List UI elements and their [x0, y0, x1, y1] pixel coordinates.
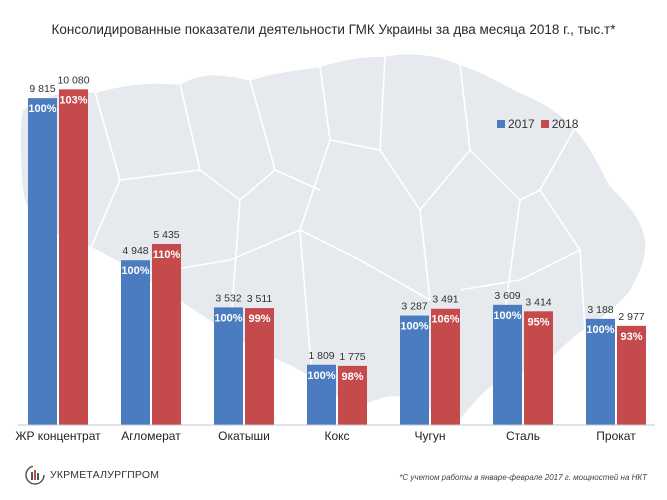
labels-layer: 9 815 100% 10 080 103% ЖР концентрат 4 948 100…	[15, 74, 644, 443]
category-label-4: Чугун	[414, 429, 445, 443]
bar-2017-5	[493, 304, 522, 425]
bar-2018-1	[152, 244, 181, 425]
percent-label-2017-5: 100%	[493, 310, 521, 322]
value-label-2018-1: 5 435	[153, 229, 179, 241]
bar-2018-3	[338, 365, 367, 425]
percent-label-2017-4: 100%	[400, 321, 428, 333]
value-label-2018-0: 10 080	[57, 74, 89, 86]
bars-layer	[28, 89, 646, 426]
value-label-2017-4: 3 287	[401, 301, 427, 313]
logo: УКРМЕТАЛУРГПРОМ	[24, 464, 159, 486]
bar-2017-0	[28, 98, 57, 426]
bar-2018-0	[59, 89, 88, 425]
percent-label-2017-2: 100%	[214, 312, 242, 324]
legend-swatch-2018	[540, 120, 549, 128]
bar-2018-5	[524, 311, 553, 425]
category-label-5: Сталь	[506, 429, 540, 443]
bar-2018-4	[431, 308, 460, 425]
value-label-2018-4: 3 491	[432, 294, 458, 306]
legend: 2017 2018	[497, 117, 584, 131]
percent-label-2017-0: 100%	[28, 103, 56, 115]
chart-title: Консолидированные показатели деятельност…	[51, 22, 616, 37]
category-label-6: Прокат	[596, 429, 636, 443]
legend-swatch-2017	[497, 120, 505, 128]
bar-2017-4	[400, 315, 429, 425]
category-label-0: ЖР концентрат	[15, 429, 101, 443]
logo-text: УКРМЕТАЛУРГПРОМ	[50, 469, 160, 481]
value-label-2018-5: 3 414	[525, 296, 551, 308]
percent-label-2018-5: 95%	[527, 316, 549, 328]
legend-item-2017: 2017	[497, 117, 535, 131]
percent-label-2018-3: 98%	[341, 371, 363, 383]
value-label-2018-3: 1 775	[339, 351, 365, 363]
percent-label-2017-1: 100%	[121, 265, 149, 277]
legend-label-2017: 2017	[508, 117, 535, 131]
value-label-2017-6: 3 188	[587, 304, 613, 316]
percent-label-2018-6: 93%	[620, 331, 642, 343]
bar-2017-2	[214, 307, 243, 425]
category-label-3: Кокс	[324, 429, 349, 443]
category-label-2: Окатыши	[218, 429, 270, 443]
value-label-2017-1: 4 948	[122, 245, 148, 257]
value-label-2018-6: 2 977	[618, 311, 644, 323]
bar-2017-1	[121, 260, 150, 425]
value-label-2017-0: 9 815	[29, 83, 55, 95]
percent-label-2018-4: 106%	[431, 314, 459, 326]
value-label-2017-2: 3 532	[215, 292, 241, 304]
percent-label-2018-2: 99%	[248, 313, 270, 325]
percent-label-2018-1: 110%	[153, 249, 181, 261]
percent-label-2017-6: 100%	[586, 324, 614, 336]
category-label-1: Агломерат	[121, 429, 181, 443]
bar-2017-3	[307, 364, 336, 425]
bar-2018-2	[245, 308, 274, 425]
bar-2017-6	[586, 318, 615, 425]
footnote: *С учетом работы в январе-феврале 2017 г…	[399, 473, 647, 482]
percent-label-2017-3: 100%	[307, 370, 335, 382]
bar-2018-6	[617, 325, 646, 425]
value-label-2017-3: 1 809	[308, 350, 334, 362]
legend-item-2018: 2018	[540, 117, 579, 131]
percent-label-2018-0: 103%	[59, 94, 87, 106]
logo-icon	[25, 465, 45, 485]
value-label-2017-5: 3 609	[494, 290, 520, 302]
value-label-2018-2: 3 511	[247, 293, 273, 305]
legend-label-2018: 2018	[551, 117, 579, 131]
